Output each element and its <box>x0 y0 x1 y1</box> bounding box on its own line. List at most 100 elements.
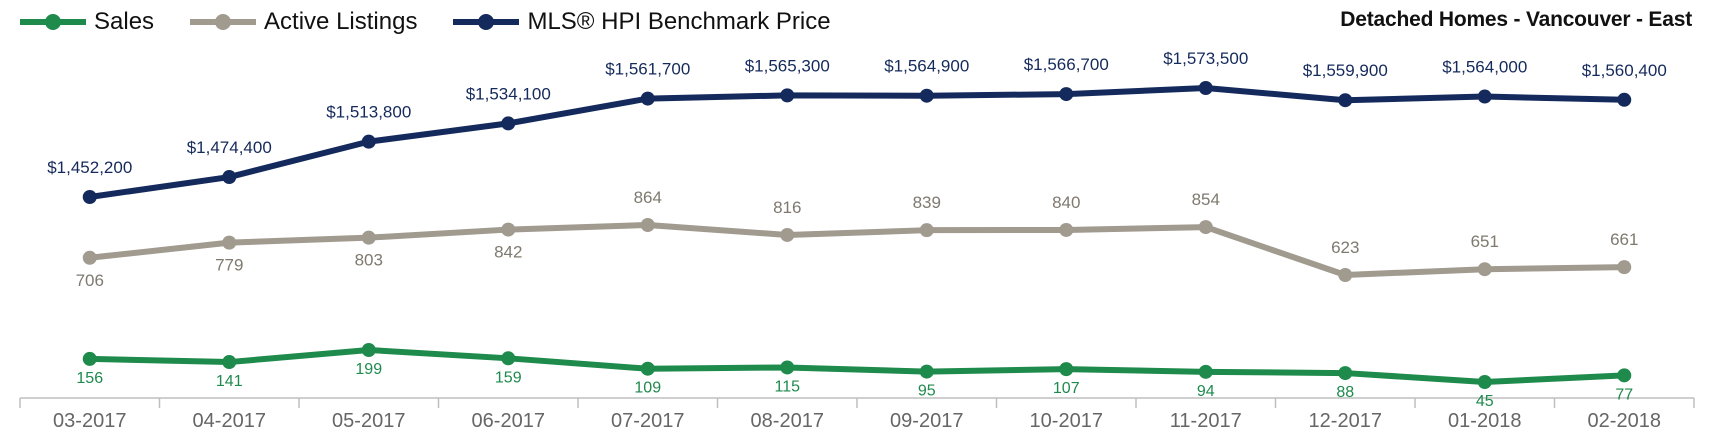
legend-swatch-hpi <box>453 14 520 30</box>
data-point <box>1059 362 1074 377</box>
data-point <box>640 361 655 376</box>
chart-title: Detached Homes - Vancouver - East <box>1340 8 1692 31</box>
data-label: $1,564,000 <box>1442 58 1527 77</box>
data-point <box>501 116 516 131</box>
data-point <box>780 227 795 242</box>
data-label: 839 <box>913 193 941 212</box>
x-tick-label: 05-2017 <box>332 410 405 432</box>
data-label: 661 <box>1610 230 1638 249</box>
data-point <box>82 351 97 366</box>
x-tick-label: 12-2017 <box>1309 410 1382 432</box>
data-point <box>1198 81 1213 95</box>
data-point <box>82 250 97 265</box>
data-point <box>1477 375 1492 389</box>
legend-item-sales: Sales <box>18 8 154 36</box>
data-label: 199 <box>355 361 382 378</box>
data-point <box>640 91 655 106</box>
data-point <box>1617 260 1632 275</box>
legend-label-active-listings: Active Listings <box>264 8 418 35</box>
legend-item-active-listings: Active Listings <box>188 8 417 36</box>
data-point <box>780 88 795 103</box>
data-label: 651 <box>1471 232 1499 251</box>
data-point <box>1338 268 1353 282</box>
data-label: $1,560,400 <box>1582 61 1667 80</box>
data-point <box>780 360 795 375</box>
data-label: $1,565,300 <box>745 56 830 75</box>
data-point <box>1338 93 1353 108</box>
legend-swatch-active-listings <box>190 14 257 30</box>
data-point <box>919 364 934 379</box>
data-label: 141 <box>216 373 243 390</box>
data-point <box>501 222 516 237</box>
data-point <box>222 235 237 250</box>
data-label: 854 <box>1192 190 1220 209</box>
data-label: 840 <box>1052 193 1080 212</box>
data-point <box>919 223 934 238</box>
data-label: 779 <box>215 256 243 275</box>
data-point <box>1338 366 1353 381</box>
data-label: 88 <box>1336 384 1354 401</box>
data-label: $1,564,900 <box>884 57 969 76</box>
x-tick-label: 02-2018 <box>1588 410 1661 432</box>
data-label: 159 <box>495 369 522 386</box>
data-label: 803 <box>355 251 383 270</box>
data-label: 115 <box>774 378 800 395</box>
data-point <box>222 355 237 370</box>
data-point <box>361 134 376 149</box>
data-label: 706 <box>76 271 104 290</box>
data-label: $1,513,800 <box>326 103 411 122</box>
data-point <box>361 343 376 357</box>
data-point <box>1477 262 1492 277</box>
legend-label-sales: Sales <box>94 8 155 35</box>
data-label: $1,474,400 <box>187 138 272 157</box>
data-label: 842 <box>494 243 522 262</box>
data-label: 864 <box>634 188 662 207</box>
data-point <box>82 190 97 204</box>
data-label: 156 <box>76 370 103 387</box>
data-point <box>1059 222 1074 237</box>
data-label: 816 <box>773 198 801 217</box>
x-tick-label: 04-2017 <box>193 410 266 432</box>
x-tick-label: 09-2017 <box>890 410 963 432</box>
x-tick-label: 08-2017 <box>751 410 824 432</box>
x-tick-label: 01-2018 <box>1448 410 1521 432</box>
data-label: 94 <box>1197 383 1215 400</box>
data-label: $1,534,100 <box>466 84 551 103</box>
data-label: 45 <box>1476 393 1494 410</box>
data-label: 623 <box>1331 238 1359 257</box>
legend: Sales Active Listings MLS® HPI Benchmark… <box>18 8 865 36</box>
x-tick-label: 03-2017 <box>53 410 126 432</box>
data-label: $1,566,700 <box>1024 55 1109 74</box>
data-label: 95 <box>918 383 936 400</box>
data-point <box>1477 89 1492 104</box>
data-label: $1,559,900 <box>1303 61 1388 80</box>
x-tick-label: 10-2017 <box>1030 410 1103 432</box>
x-tick-label: 06-2017 <box>472 410 545 432</box>
data-label: $1,452,200 <box>47 158 132 177</box>
series-line-active-listings <box>86 222 1628 278</box>
series-line-hpi <box>86 85 1628 200</box>
data-point <box>501 351 516 366</box>
data-label: 107 <box>1053 380 1080 397</box>
data-point <box>1617 368 1632 383</box>
data-label: 109 <box>634 380 661 397</box>
data-point <box>1198 364 1213 379</box>
data-point <box>1198 220 1213 235</box>
series-line-sales <box>86 347 1628 385</box>
data-label: $1,573,500 <box>1163 49 1248 68</box>
data-point <box>919 88 934 103</box>
data-label: $1,561,700 <box>605 60 690 79</box>
x-tick-label: 11-2017 <box>1170 410 1242 432</box>
data-point <box>1617 92 1632 107</box>
data-point <box>361 230 376 245</box>
data-label: 77 <box>1615 386 1633 403</box>
data-point <box>1059 87 1074 102</box>
x-tick-label: 07-2017 <box>611 410 684 432</box>
legend-item-hpi: MLS® HPI Benchmark Price <box>451 8 831 36</box>
legend-swatch-sales <box>20 14 86 30</box>
data-point <box>640 218 655 232</box>
legend-label-hpi: MLS® HPI Benchmark Price <box>527 8 831 35</box>
data-point <box>222 170 237 185</box>
